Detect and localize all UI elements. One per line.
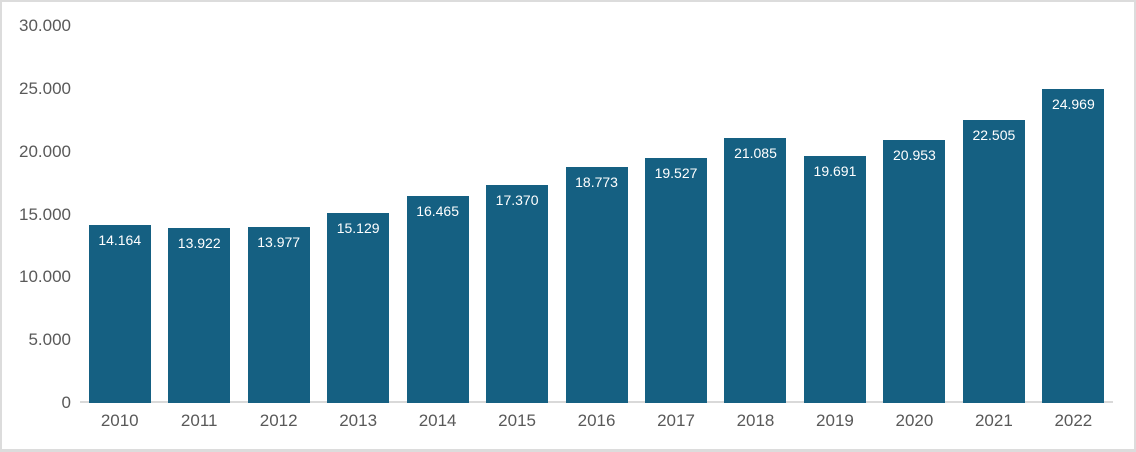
- x-axis-tick-label: 2016: [577, 411, 616, 430]
- bar-data-label: 13.977: [257, 234, 301, 250]
- bar-slot: 24.969: [1034, 26, 1113, 403]
- bar-2018: 21.085: [724, 138, 787, 403]
- x-axis-tick-label: 2012: [259, 411, 298, 430]
- bar-2010: 14.164: [88, 225, 151, 403]
- bar-2020: 20.953: [883, 140, 946, 403]
- plot-area: 14.164 13.922 13.977 15.129 16.465 17.370 18.7…: [80, 26, 1113, 403]
- bar-slot: 20.953: [875, 26, 954, 403]
- bar-slot: 19.691: [795, 26, 874, 403]
- bar-data-label: 18.773: [575, 174, 618, 190]
- x-axis: 2010 2011 2012 2013 2014 2015 2016 2017 2018 2019…: [80, 410, 1113, 432]
- bar-2016: 18.773: [565, 167, 628, 403]
- bar-data-label: 22.505: [972, 127, 1016, 143]
- y-axis-tick-label: 10.000: [19, 267, 71, 287]
- y-axis-tick-label: 25.000: [19, 78, 71, 98]
- bar-slot: 15.129: [318, 26, 397, 403]
- bar-slot: 19.527: [636, 26, 715, 403]
- bar-data-label: 19.527: [654, 165, 698, 181]
- x-axis-tick-label: 2011: [180, 411, 218, 430]
- bar-data-label: 13.922: [177, 235, 221, 251]
- bar-slot: 18.773: [557, 26, 636, 403]
- x-axis-tick-label: 2018: [736, 411, 775, 430]
- bar-data-label: 16.465: [416, 203, 460, 219]
- y-axis-tick-label: 15.000: [19, 204, 71, 224]
- bar-slot: 16.465: [398, 26, 477, 403]
- bar-data-label: 19.691: [813, 163, 857, 179]
- bar-slot: 13.922: [159, 26, 238, 403]
- bar-slot: 17.370: [477, 26, 556, 403]
- x-axis-tick-label: 2015: [498, 411, 536, 430]
- bar-2019: 19.691: [803, 156, 866, 403]
- bar-data-label: 24.969: [1051, 96, 1095, 112]
- bar-data-label: 17.370: [495, 192, 539, 208]
- bar-2014: 16.465: [406, 196, 469, 403]
- x-axis-tick-label: 2021: [974, 411, 1013, 430]
- bar-slot: 13.977: [239, 26, 318, 403]
- x-axis-tick-label: 2020: [895, 411, 934, 430]
- y-axis-tick-label: 20.000: [19, 141, 71, 161]
- bar-2021: 22.505: [962, 120, 1025, 403]
- x-axis-tick-label: 2010: [100, 411, 139, 430]
- x-axis-tick-label: 2017: [657, 411, 695, 430]
- bar-slot: 22.505: [954, 26, 1033, 403]
- y-axis-tick-label: 0: [61, 393, 71, 412]
- y-axis-tick-label: 5.000: [28, 330, 71, 350]
- bar-data-label: 15.129: [336, 220, 380, 236]
- bar-slot: 21.085: [716, 26, 795, 403]
- x-axis-tick-label: 2014: [418, 411, 457, 430]
- bar-data-label: 14.164: [98, 232, 142, 248]
- bar-data-label: 20.953: [893, 147, 936, 163]
- x-axis-tick-label: 2019: [816, 411, 854, 430]
- bar-data-label: 21.085: [734, 145, 777, 161]
- x-axis-tick-label: 2013: [339, 411, 378, 430]
- bar-2017: 19.527: [645, 158, 708, 403]
- bar-slot: 14.164: [80, 26, 159, 403]
- bar-2011: 13.922: [168, 228, 231, 403]
- bar-2012: 13.977: [247, 227, 310, 403]
- bar-2015: 17.370: [486, 185, 549, 403]
- bar-2022: 24.969: [1042, 89, 1105, 403]
- bar-2013: 15.129: [327, 213, 390, 403]
- y-axis-tick-label: 30.000: [19, 16, 71, 35]
- y-axis: 0 5.000 10.000 15.000 20.000 25.000 30.000: [2, 2, 71, 449]
- x-axis-tick-label: 2022: [1054, 411, 1093, 430]
